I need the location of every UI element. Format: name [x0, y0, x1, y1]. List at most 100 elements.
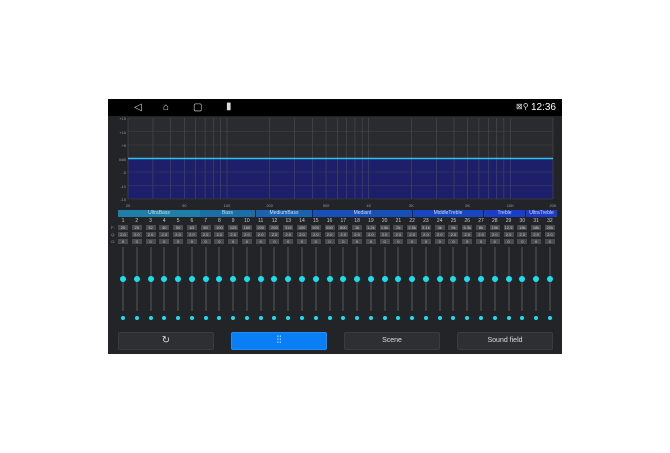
- gain-slider-knob[interactable]: [395, 276, 402, 282]
- gain-value[interactable]: 0: [352, 239, 363, 244]
- freq-value[interactable]: 6.3k: [462, 225, 473, 230]
- home-icon[interactable]: ⌂: [163, 102, 170, 113]
- q-value[interactable]: 2.0: [517, 232, 528, 237]
- freq-value[interactable]: 32: [145, 225, 156, 230]
- gain-slider-knob[interactable]: [312, 276, 319, 282]
- freq-value[interactable]: 25: [131, 225, 142, 230]
- gain-value[interactable]: 0: [462, 239, 473, 244]
- gain-slider-knob[interactable]: [188, 276, 195, 282]
- q-value[interactable]: 2.0: [297, 232, 307, 237]
- gain-value[interactable]: 0: [393, 239, 404, 244]
- gain-value[interactable]: 0: [186, 239, 197, 244]
- freq-value[interactable]: 18k: [531, 225, 542, 230]
- freq-value[interactable]: 1.2k: [365, 225, 376, 230]
- gain-value[interactable]: 0: [476, 239, 487, 244]
- freq-value[interactable]: 200: [255, 225, 266, 230]
- gain-value[interactable]: 0: [338, 239, 349, 244]
- gain-slider-knob[interactable]: [147, 276, 154, 282]
- gain-slider-knob[interactable]: [271, 276, 278, 282]
- q-value[interactable]: 2.0: [365, 232, 376, 237]
- q-value[interactable]: 2.0: [434, 232, 445, 237]
- gain-slider-knob[interactable]: [381, 276, 388, 282]
- category-ultrabass[interactable]: UltraBass: [118, 210, 200, 217]
- gain-value[interactable]: 0: [531, 239, 542, 244]
- gain-value[interactable]: 0: [241, 239, 252, 244]
- q-value[interactable]: 2.0: [310, 232, 321, 237]
- gain-slider-knob[interactable]: [422, 276, 429, 282]
- category-mediumbass[interactable]: MediumBass: [256, 210, 312, 217]
- freq-value[interactable]: 50: [173, 225, 184, 230]
- freq-value[interactable]: 8k: [476, 225, 487, 230]
- q-value[interactable]: 2.0: [393, 232, 404, 237]
- q-value[interactable]: 2.0: [145, 232, 156, 237]
- gain-value[interactable]: 0: [214, 239, 225, 244]
- equalizer-button[interactable]: ⫶⫶: [231, 332, 327, 350]
- freq-value[interactable]: 10k: [489, 225, 500, 230]
- gain-value[interactable]: 0: [131, 239, 142, 244]
- gain-slider-knob[interactable]: [202, 276, 209, 282]
- q-value[interactable]: 2.0: [503, 232, 514, 237]
- freq-value[interactable]: 63: [186, 225, 197, 230]
- gain-value[interactable]: 0: [283, 239, 294, 244]
- q-value[interactable]: 2.0: [173, 232, 184, 237]
- back-icon[interactable]: ◁: [134, 102, 142, 113]
- gain-slider-knob[interactable]: [175, 276, 182, 282]
- gain-slider-knob[interactable]: [478, 276, 485, 282]
- q-value[interactable]: 2.0: [352, 232, 363, 237]
- category-mediant[interactable]: Mediant: [313, 210, 412, 217]
- q-value[interactable]: 2.0: [462, 232, 473, 237]
- gain-slider-knob[interactable]: [326, 276, 333, 282]
- gain-slider-knob[interactable]: [505, 276, 512, 282]
- gain-value[interactable]: 0: [489, 239, 500, 244]
- gain-slider-knob[interactable]: [491, 276, 498, 282]
- gain-value[interactable]: 0: [118, 239, 128, 244]
- gain-slider-knob[interactable]: [340, 276, 347, 282]
- q-value[interactable]: 2.0: [255, 232, 266, 237]
- gain-slider-knob[interactable]: [533, 276, 540, 282]
- freq-value[interactable]: 16k: [517, 225, 528, 230]
- gain-slider-knob[interactable]: [464, 276, 471, 282]
- gain-value[interactable]: 0: [365, 239, 376, 244]
- gain-slider-knob[interactable]: [133, 276, 140, 282]
- q-value[interactable]: 2.0: [200, 232, 211, 237]
- gain-value[interactable]: 0: [434, 239, 445, 244]
- gain-value[interactable]: 0: [269, 239, 280, 244]
- gain-slider-knob[interactable]: [450, 276, 457, 282]
- freq-value[interactable]: 630: [324, 225, 335, 230]
- category-treble[interactable]: Treble: [484, 210, 525, 217]
- q-value[interactable]: 2.0: [420, 232, 431, 237]
- freq-value[interactable]: 1k: [352, 225, 363, 230]
- freq-value[interactable]: 80: [200, 225, 211, 230]
- gain-value[interactable]: 0: [544, 239, 555, 244]
- gain-slider-knob[interactable]: [409, 276, 416, 282]
- q-value[interactable]: 2.0: [118, 232, 128, 237]
- freq-value[interactable]: 20k: [544, 225, 555, 230]
- freq-value[interactable]: 2k: [393, 225, 404, 230]
- category-bass[interactable]: Bass: [200, 210, 255, 217]
- freq-value[interactable]: 5k: [448, 225, 459, 230]
- gain-value[interactable]: 0: [379, 239, 390, 244]
- gain-slider-knob[interactable]: [354, 276, 361, 282]
- gain-value[interactable]: 0: [228, 239, 239, 244]
- q-value[interactable]: 2.0: [186, 232, 197, 237]
- gain-value[interactable]: 0: [297, 239, 307, 244]
- gain-value[interactable]: 0: [407, 239, 418, 244]
- freq-value[interactable]: 40: [159, 225, 170, 230]
- q-value[interactable]: 2.0: [228, 232, 239, 237]
- gain-value[interactable]: 0: [503, 239, 514, 244]
- q-value[interactable]: 2.0: [448, 232, 459, 237]
- gain-value[interactable]: 0: [517, 239, 528, 244]
- category-middletreble[interactable]: MiddleTreble: [413, 210, 483, 217]
- q-value[interactable]: 2.0: [476, 232, 487, 237]
- freq-value[interactable]: 400: [297, 225, 307, 230]
- q-value[interactable]: 2.0: [407, 232, 418, 237]
- freq-value[interactable]: 2.5k: [407, 225, 418, 230]
- q-value[interactable]: 2.0: [379, 232, 390, 237]
- gain-slider-knob[interactable]: [230, 276, 237, 282]
- gain-slider-knob[interactable]: [120, 276, 126, 282]
- freq-value[interactable]: 500: [310, 225, 321, 230]
- gain-value[interactable]: 0: [255, 239, 266, 244]
- q-value[interactable]: 2.0: [489, 232, 500, 237]
- q-value[interactable]: 2.0: [159, 232, 170, 237]
- q-value[interactable]: 2.0: [214, 232, 225, 237]
